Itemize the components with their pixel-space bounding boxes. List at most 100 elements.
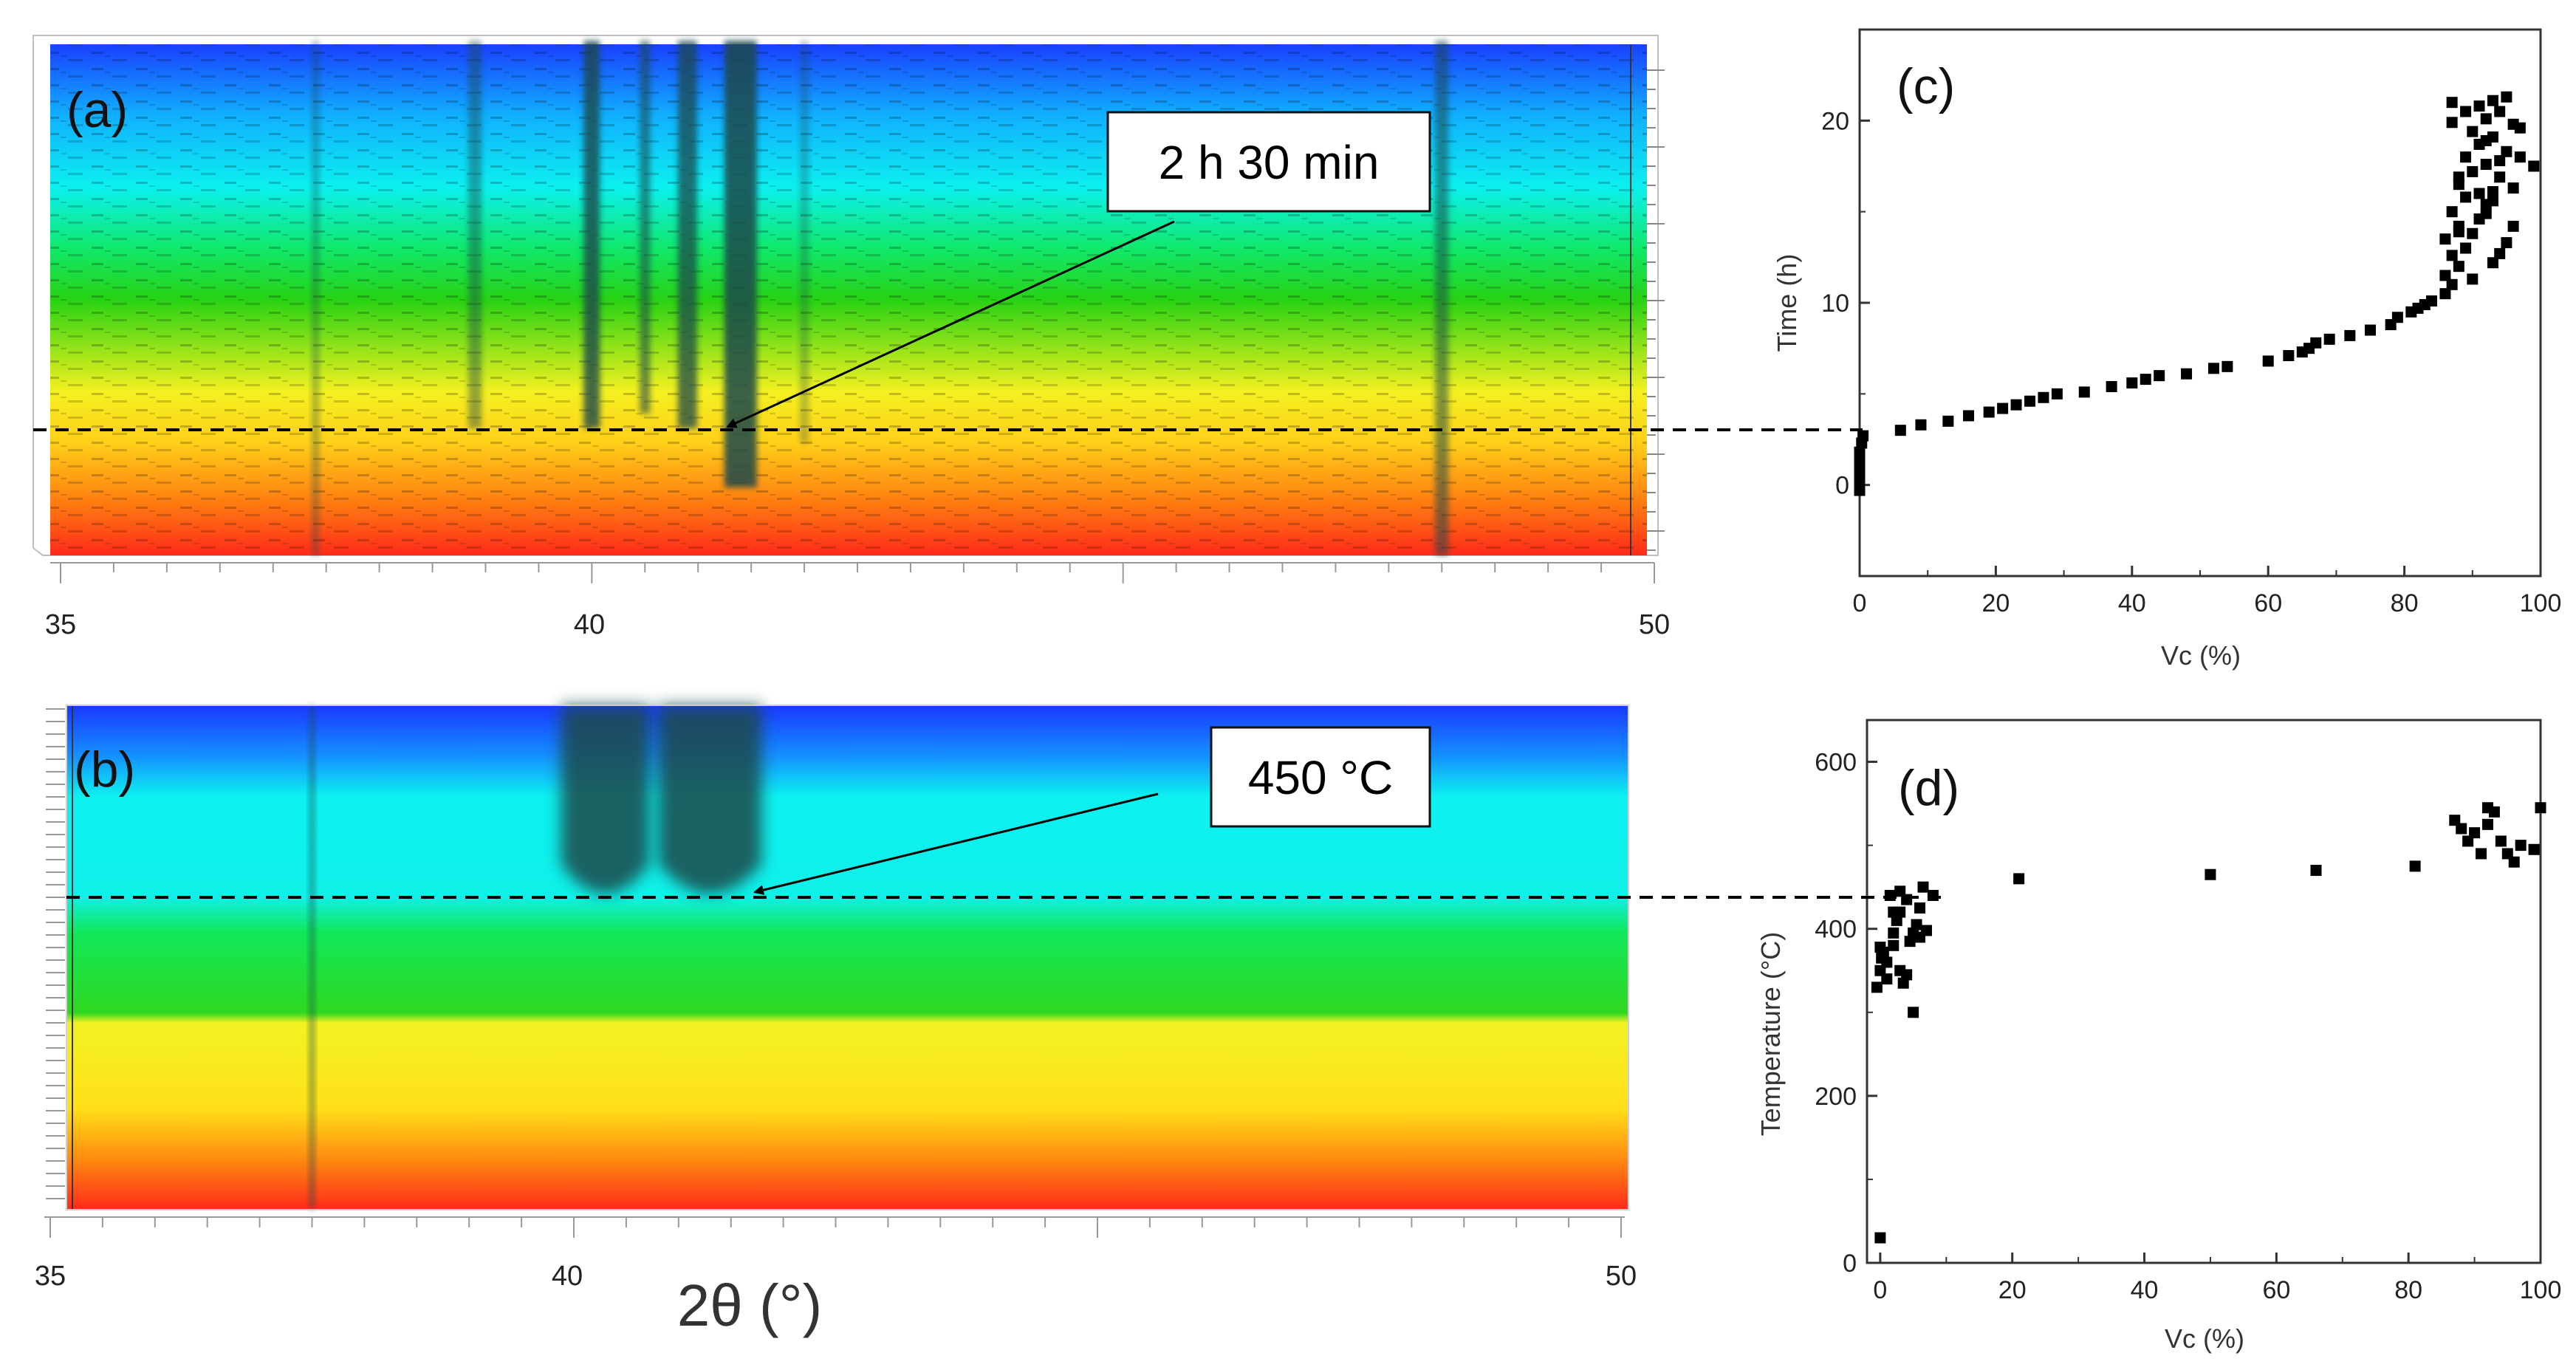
panel-d-point (2508, 856, 2520, 868)
panel-b-peak-40.3 (561, 705, 650, 894)
panel-b-left-ticks (46, 708, 65, 1199)
panel-c-point (2480, 159, 2492, 171)
panel-c-point (2181, 368, 2193, 380)
panel-c-y-tick-label: 0 (1835, 472, 1849, 500)
panel-c-point (2453, 171, 2464, 183)
panel-d-point (2462, 835, 2474, 847)
panel-c-point (2446, 97, 2458, 109)
panel-d-point (1911, 919, 1922, 931)
panel-d-point (1894, 885, 1906, 897)
panel-c-point (2010, 399, 2022, 411)
panel-a-tick-50: 50 (1639, 609, 1670, 640)
panel-b-tick-40: 40 (552, 1261, 583, 1292)
panel-c-point (1915, 419, 1927, 431)
panel-c-label: (c) (1897, 58, 1955, 114)
panel-c-point (2473, 100, 2485, 112)
panel-c-x-tick-label: 40 (2118, 589, 2146, 617)
panel-d-point (1901, 894, 1913, 905)
panel-c-point (2467, 126, 2479, 137)
panel-a-peak-37.4 (312, 41, 320, 555)
panel-d-point (1904, 936, 1916, 948)
panel-c-point (2460, 242, 2472, 254)
panel-d-point (2205, 868, 2216, 880)
panel-c-point (2460, 151, 2472, 163)
panel-c-point (2425, 295, 2437, 307)
panel-c-point (2262, 355, 2274, 367)
panel-c-point (2528, 160, 2540, 172)
panel-c-point (2283, 350, 2295, 362)
panel-b-peak-37.5 (309, 705, 315, 1210)
panel-c-x-axis-title: Vc (%) (2161, 640, 2241, 671)
panel-c-point (2494, 171, 2506, 183)
panel-b-peak-41.3 (658, 705, 762, 894)
panel-c-y-axis-title: Time (h) (1772, 254, 1802, 352)
panel-d-x-tick-label: 20 (1998, 1276, 2027, 1304)
panel-b-tick-35: 35 (35, 1261, 66, 1292)
panel-c-points (1854, 91, 2540, 496)
panel-c-point (1997, 402, 2009, 414)
panel-d-point (1884, 889, 1896, 901)
panel-c-y-tick-label: 10 (1821, 289, 1849, 318)
panel-c-y-tick-label: 20 (1821, 107, 1849, 135)
panel-d-point (1888, 939, 1900, 951)
panel-b-peaks (309, 705, 762, 1210)
panel-d-point (1908, 1007, 1919, 1018)
panel-c-point (2439, 270, 2451, 281)
panel-c-point (2439, 233, 2451, 245)
panel-b-label: (b) (74, 741, 135, 798)
panel-c-point (2140, 374, 2151, 386)
panel-a-peak-38.9 (468, 41, 482, 428)
panel-c-point (2446, 117, 2458, 129)
panel-c-point (2024, 395, 2035, 407)
panel-c-point (2310, 337, 2322, 349)
panel-a-peak-40.9 (677, 41, 697, 428)
panel-c-point (2439, 288, 2451, 300)
panel-c-point (2078, 386, 2090, 398)
panel-c-point (2446, 278, 2458, 290)
panel-c-plot-frame (1858, 28, 2542, 578)
panel-d-x-tick-label: 60 (2262, 1276, 2290, 1304)
panel-c-point (2501, 91, 2512, 103)
panel-d-point (2515, 840, 2527, 852)
panel-d-scatter: 0 20 40 60 80 100 0 200 400 600 (d) Vc (%) Temper… (1755, 719, 2561, 1354)
panel-c-point (2487, 195, 2498, 207)
panel-b-frame (66, 705, 1629, 1210)
panel-d-point (2501, 848, 2513, 860)
panel-c-point (2480, 208, 2492, 219)
panel-c-point (2514, 122, 2526, 134)
panel-d-point (2528, 843, 2540, 855)
panel-c-point (2467, 227, 2479, 239)
panel-c-point (2051, 388, 2063, 400)
panel-d-point (1874, 1232, 1886, 1244)
panel-c-x-tick-label: 20 (1981, 589, 2010, 617)
panel-a-peak-48 (1435, 41, 1449, 555)
panel-a-x-ticks (60, 563, 1655, 583)
panel-c-scatter: 0 20 40 60 80 100 0 10 20 (c) Vc (%) Time (h) (1772, 28, 2561, 671)
panel-c-point (2487, 95, 2498, 106)
panel-c-point (2467, 165, 2479, 177)
panel-a-peak-42 (800, 41, 809, 443)
panel-d-point (1874, 965, 1886, 976)
panel-b-annotation: 450 °C (1248, 751, 1393, 804)
panel-d-y-tick-label: 200 (1815, 1083, 1857, 1111)
panel-c-x-tick-label: 60 (2254, 589, 2282, 617)
panel-a-peaks (312, 41, 1449, 555)
panel-d-point (1888, 927, 1900, 939)
panel-c-point (1854, 446, 1866, 458)
panel-d-x-tick-label: 40 (2131, 1276, 2159, 1304)
panel-c-point (2473, 188, 2485, 199)
panel-d-point (1881, 973, 1893, 985)
panel-c-point (2460, 106, 2472, 117)
panel-d-point (1877, 946, 1889, 958)
panel-d-point (1927, 889, 1939, 901)
panel-c-point (2460, 191, 2472, 203)
panel-b-annotation-box (1210, 726, 1431, 828)
panel-c-point (1854, 473, 1866, 485)
panel-d-point (2449, 815, 2461, 826)
panel-c-point (2507, 182, 2519, 194)
panel-a-label: (a) (66, 82, 128, 138)
panel-c-point (2467, 273, 2479, 285)
panel-c-point (2501, 145, 2512, 157)
panel-d-point (2476, 848, 2487, 860)
